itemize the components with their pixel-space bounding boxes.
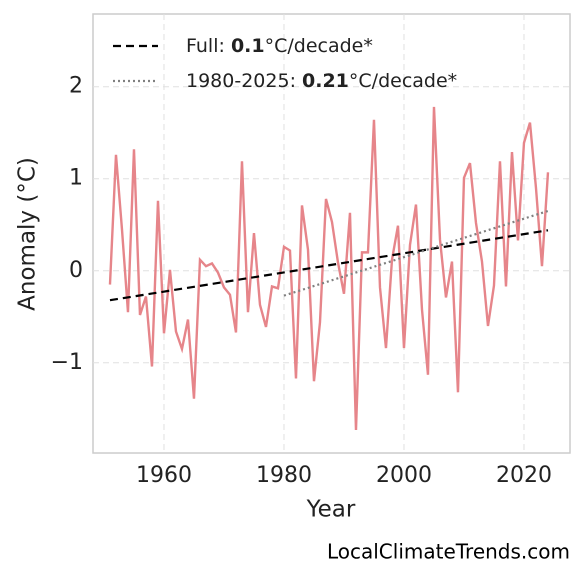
legend-label: Full: 0.1°C/decade* [186, 35, 373, 57]
y-tick-label: 1 [69, 166, 83, 191]
trend-line [109, 229, 549, 302]
source: LocalClimateTrends.com [327, 540, 570, 564]
x-axis-label: Year [306, 497, 356, 523]
legend-text-part: 0.1 [231, 35, 265, 57]
x-tick-label: 1960 [136, 463, 192, 488]
x-tick-label: 1980 [256, 463, 312, 488]
y-tick-label: −1 [51, 350, 83, 375]
legend-text-part: Full: [186, 35, 231, 57]
y-tick-label: 2 [69, 74, 83, 99]
data-line [108, 106, 550, 431]
legend-text-part: 1980-2025: [186, 70, 302, 92]
legend-label: 1980-2025: 0.21°C/decade* [186, 70, 457, 92]
legend-text-part: °C/decade* [349, 70, 457, 92]
x-tick-label: 2020 [496, 463, 552, 488]
y-axis-label: Anomaly (°C) [15, 157, 41, 311]
legend-text-part: 0.21 [302, 70, 349, 92]
x-tick-label: 2000 [376, 463, 432, 488]
y-tick-label: 0 [69, 258, 83, 283]
plot-frame [92, 13, 571, 454]
legend-text-part: °C/decade* [265, 35, 373, 57]
trend-line [283, 209, 549, 297]
